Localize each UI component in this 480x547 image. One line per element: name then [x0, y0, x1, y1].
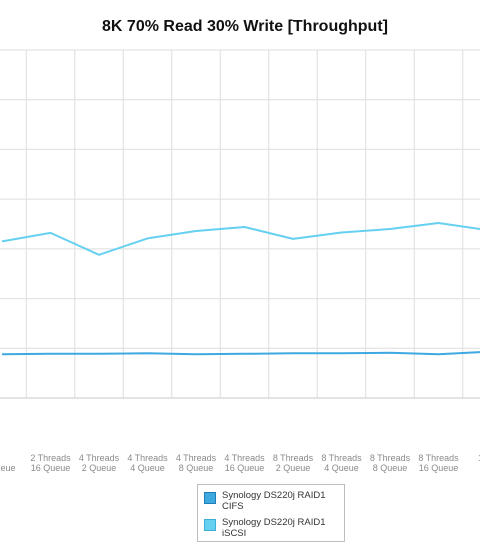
legend-label-iscsi-line2: iSCSI — [222, 528, 247, 539]
x-tick-label: 4 Threads 16 Queue — [224, 453, 265, 473]
x-tick-label-line2: 4 Queue — [324, 463, 359, 473]
x-tick-label: 8 Threads 4 Queue — [321, 453, 362, 473]
x-tick-label: 4 Threads 2 Queue — [79, 453, 120, 473]
x-tick-label-line1: 8 Threads — [418, 453, 459, 463]
series-line-cifs[interactable] — [1, 351, 480, 356]
x-tick-label-line1: 4 Threads — [79, 453, 120, 463]
x-tick-label-line2: 2 Queue — [276, 463, 311, 473]
legend-item-iscsi[interactable]: Synology DS220j RAID1 iSCSI — [204, 517, 326, 539]
x-tick-label: 16 T2 — [478, 453, 480, 473]
x-tick-label: 8 Threads 2 Queue — [273, 453, 314, 473]
x-tick-label-line1: 4 Threads — [176, 453, 217, 463]
x-tick-label: 4 Threads 8 Queue — [176, 453, 217, 473]
grid — [0, 49, 480, 399]
x-tick-label: 2 Threads 16 Queue — [30, 453, 71, 473]
legend-swatch-cifs — [204, 492, 216, 504]
x-tick-label-line1: 16 T — [478, 453, 480, 463]
legend: Synology DS220j RAID1 CIFS Synology DS22… — [197, 484, 345, 542]
x-tick-label-line2: 2 Queue — [82, 463, 117, 473]
x-tick-label-line2: 16 Queue — [31, 463, 71, 473]
x-tick-label: 8 Threads 16 Queue — [418, 453, 459, 473]
legend-item-cifs[interactable]: Synology DS220j RAID1 CIFS — [204, 490, 326, 512]
legend-label-cifs-line2: CIFS — [222, 501, 244, 512]
chart-title: 8K 70% Read 30% Write [Throughput] — [102, 18, 388, 35]
x-tick-label-line2: 8 Queue — [373, 463, 408, 473]
legend-label-iscsi-line1: Synology DS220j RAID1 — [222, 517, 326, 528]
legend-label-cifs-line1: Synology DS220j RAID1 — [222, 490, 326, 501]
x-tick-label: 8 Threads 8 Queue — [370, 453, 411, 473]
series-lines — [1, 222, 480, 356]
x-tick-label-line1: 8 Threads — [370, 453, 411, 463]
x-tick-label: Queue — [0, 463, 16, 473]
x-tick-label-line2: 8 Queue — [179, 463, 214, 473]
x-tick-label-line2: 4 Queue — [130, 463, 165, 473]
x-tick-label-line1: 2 Threads — [30, 453, 71, 463]
x-tick-label-line1: 8 Threads — [273, 453, 314, 463]
series-line-iscsi[interactable] — [1, 222, 480, 256]
legend-swatch-iscsi — [204, 519, 216, 531]
x-tick-label-line2: 16 Queue — [419, 463, 459, 473]
x-tick-label-line1: 4 Threads — [127, 453, 168, 463]
x-tick-label-line1: 4 Threads — [224, 453, 265, 463]
x-tick-label-line1: 8 Threads — [321, 453, 362, 463]
x-tick-label: 4 Threads 4 Queue — [127, 453, 168, 473]
x-tick-label-line2: Queue — [0, 463, 16, 473]
x-tick-label-line2: 16 Queue — [225, 463, 265, 473]
